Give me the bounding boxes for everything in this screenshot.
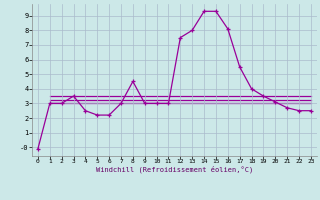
X-axis label: Windchill (Refroidissement éolien,°C): Windchill (Refroidissement éolien,°C) [96, 166, 253, 173]
